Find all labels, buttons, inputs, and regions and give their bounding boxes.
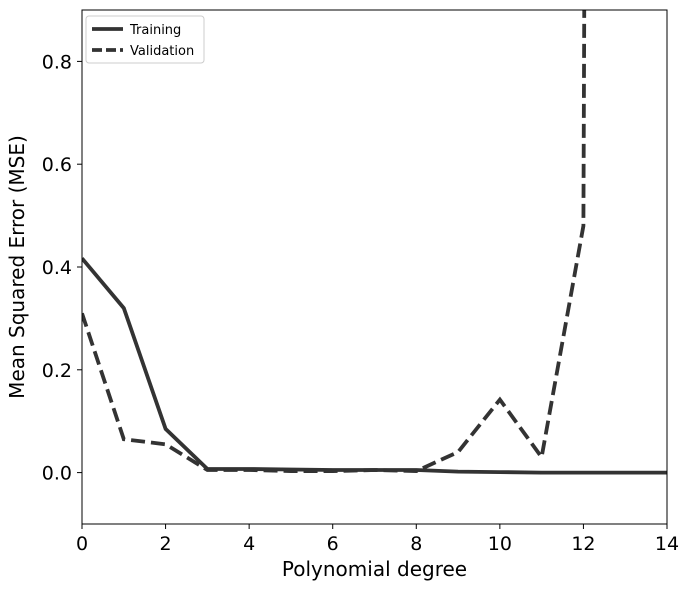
y-tick-label: 0.6 xyxy=(42,154,72,176)
y-tick-label: 0.4 xyxy=(42,257,72,279)
plot-area xyxy=(82,10,667,475)
legend: Training Validation xyxy=(85,15,205,64)
y-tick-label: 0.0 xyxy=(42,463,72,485)
x-tick-label: 12 xyxy=(571,533,595,555)
series-line-validation xyxy=(82,10,587,474)
x-axis-label: Polynomial degree xyxy=(282,557,467,581)
legend-label-validation: Validation xyxy=(130,44,194,59)
x-tick-label: 6 xyxy=(327,533,339,555)
x-tick-label: 8 xyxy=(410,533,422,555)
y-tick-label: 0.2 xyxy=(42,360,72,382)
y-tick-label: 0.8 xyxy=(42,51,72,73)
x-tick-label: 4 xyxy=(243,533,255,555)
x-tick-label: 14 xyxy=(655,533,679,555)
y-axis-label: Mean Squared Error (MSE) xyxy=(5,135,29,399)
x-tick-label: 10 xyxy=(488,533,512,555)
y-axis: 0.0 0.2 0.4 0.6 0.8 xyxy=(42,51,82,485)
series-line-training xyxy=(82,257,667,475)
plot-frame xyxy=(81,9,668,525)
legend-label-training: Training xyxy=(129,23,181,38)
x-tick-label: 0 xyxy=(76,533,88,555)
x-axis: 0 2 4 6 8 10 12 14 xyxy=(76,524,679,555)
x-tick-label: 2 xyxy=(160,533,172,555)
